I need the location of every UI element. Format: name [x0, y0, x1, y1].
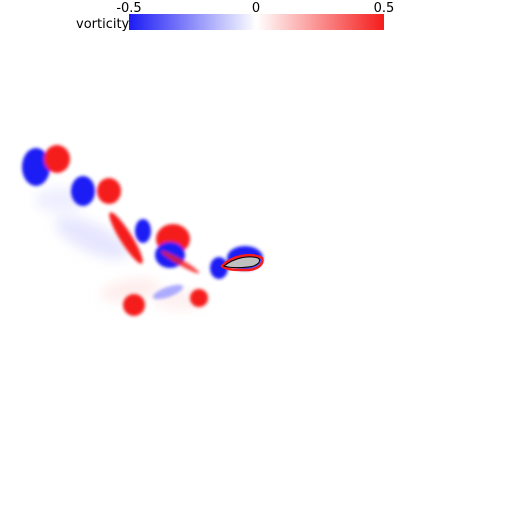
colorbar-tick-min: -0.5 — [116, 1, 142, 16]
colorbar-label: vorticity — [76, 17, 130, 32]
colorbar-tick-mid: 0 — [251, 1, 261, 16]
boundary-layer — [220, 254, 264, 272]
airfoil — [222, 256, 261, 269]
colorbar-tick-max: 0.5 — [373, 1, 395, 16]
colorbar-gradient — [129, 14, 384, 30]
